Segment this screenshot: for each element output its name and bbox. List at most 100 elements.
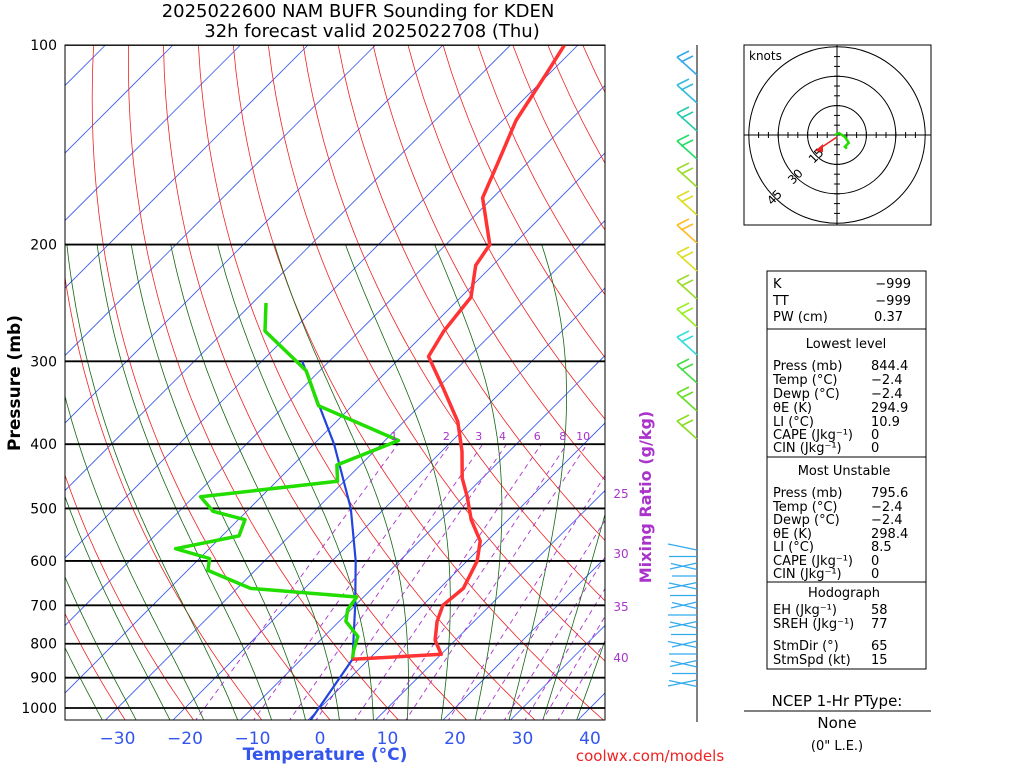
isotherm-line [65, 45, 579, 559]
isotherm-line [307, 422, 605, 720]
isotherm-line [65, 45, 511, 492]
pressure-tick-labels: 100 200 300 400 500 600 700 800 900 1000 [21, 38, 57, 717]
dry-adiabat-line [337, 45, 605, 542]
temperature-tick-label: 20 [444, 729, 466, 749]
mu-temp-label: Temp (°C) [772, 500, 838, 515]
mixing-ratio-line [479, 519, 605, 720]
plot-frame [64, 44, 606, 721]
mixing-ratio-side-label: 40 [613, 651, 628, 665]
wind-barb-flag [680, 391, 694, 399]
mu-dewp-label: Dewp (°C) [773, 513, 840, 528]
wind-barb-staff [676, 140, 698, 160]
mixing-ratio-label: 6 [534, 430, 541, 443]
low-cape-label: CAPE (Jkg⁻¹) [773, 428, 853, 443]
mixing-ratio-line [542, 615, 605, 720]
wind-barb-flag [676, 414, 690, 422]
skewt-grid: 1 2 3 4 6 8 10 15 20 [65, 45, 605, 720]
stats-panel: K −999 TT −999 PW (cm) 0.37 Lowest level… [766, 270, 927, 670]
wind-barb [676, 218, 698, 244]
wind-barb-flag [676, 330, 690, 338]
dry-adiabat-line [65, 612, 126, 720]
moist-adiabat-line [508, 244, 567, 720]
mixing-ratio-axis-label: Mixing Ratio (g/kg) [636, 411, 655, 583]
pressure-tick-label: 500 [30, 501, 57, 517]
low-li-value: 10.9 [871, 415, 900, 430]
low-li-label: LI (°C) [773, 415, 814, 430]
stat-tt-value: −999 [875, 294, 911, 309]
pressure-tick-label: 200 [30, 238, 57, 254]
temperature-tick-label: 0 [315, 729, 326, 749]
mixing-ratio-side-labels: 25 30 35 40 [613, 487, 628, 665]
mixing-ratio-line [524, 587, 605, 720]
hodograph-unit-label: knots [749, 49, 782, 63]
isotherm-line [65, 45, 309, 289]
pressure-tick-label: 1000 [21, 701, 57, 717]
stat-pw-value: 0.37 [874, 310, 903, 325]
low-dewp-label: Dewp (°C) [773, 387, 840, 402]
wind-barb-flag [680, 167, 694, 175]
stat-k-value: −999 [875, 277, 911, 292]
wind-barb [668, 582, 698, 590]
mu-press-label: Press (mb) [773, 486, 842, 501]
wind-barb-staff [667, 543, 698, 551]
dry-adiabat-line [302, 45, 605, 602]
mixing-ratio-side-label: 25 [613, 487, 628, 501]
stats-frame [766, 270, 927, 670]
dry-adiabat-line [163, 45, 468, 720]
moist-adiabat-line [434, 244, 503, 720]
wind-barb [670, 562, 698, 571]
wind-barb-flag [680, 55, 694, 63]
mixing-ratio-line [289, 443, 484, 720]
dry-adiabat-line [442, 45, 605, 359]
header-line2: 32h forecast valid 2025022708 (Thu) [204, 21, 539, 42]
moist-adiabat-line [217, 244, 374, 720]
temperature-tick-label: 10 [377, 729, 399, 749]
wind-barb-staff [667, 640, 698, 649]
pressure-tick-label: 300 [30, 354, 57, 370]
wind-barb [676, 414, 698, 440]
mu-cin-label: CIN (Jkg⁻¹) [773, 567, 842, 582]
wind-barb-flag [676, 106, 690, 114]
wind-barb-staff [676, 280, 698, 300]
footer-credit: coolwx.com/models [576, 747, 724, 765]
wind-barb [676, 78, 698, 104]
wind-barb [667, 640, 698, 649]
wind-barb [676, 386, 698, 412]
wind-barb-flag [676, 246, 690, 254]
dry-adiabat-line [65, 274, 263, 720]
dry-adiabat-line [127, 45, 399, 720]
wind-barb-staff [676, 224, 698, 244]
isotherm-line [65, 45, 444, 424]
moist-adiabat-line [65, 576, 137, 720]
temperature-tick-label: 40 [579, 729, 601, 749]
wind-barb [676, 358, 698, 384]
isotherm-line [374, 489, 605, 720]
mu-dewp-value: −2.4 [871, 513, 903, 528]
mixing-ratio-line [503, 556, 605, 720]
moist-adiabat-line [170, 244, 340, 720]
wind-barb [676, 246, 698, 272]
moist-adiabat-line [96, 244, 272, 720]
mixing-ratio-side-label: 35 [613, 600, 628, 614]
low-temp-value: −2.4 [871, 373, 903, 388]
wind-barb [669, 621, 698, 629]
pressure-tick-label: 600 [30, 554, 57, 570]
wind-barb-flag [676, 358, 690, 366]
wind-barb-staff [676, 112, 698, 132]
wind-barb-flag [680, 335, 694, 343]
mixing-ratio-line [195, 443, 399, 720]
header-line1: 2025022600 NAM BUFR Sounding for KDEN [162, 1, 555, 22]
mixing-ratio-line [447, 474, 605, 720]
hodograph-trace [815, 131, 851, 152]
isobar-lines [65, 45, 605, 709]
low-temp-label: Temp (°C) [772, 373, 838, 388]
ptype-value: None [817, 714, 856, 732]
wind-barb-flag [676, 386, 690, 394]
mu-press-value: 795.6 [871, 486, 908, 501]
wind-barb-staff [676, 252, 698, 272]
wind-barb-flag [680, 83, 694, 91]
isotherm-line [65, 45, 376, 357]
sounding-profiles [173, 45, 566, 720]
wind-barb-staff [670, 562, 698, 571]
x-axis-label: Temperature (°C) [243, 745, 408, 765]
